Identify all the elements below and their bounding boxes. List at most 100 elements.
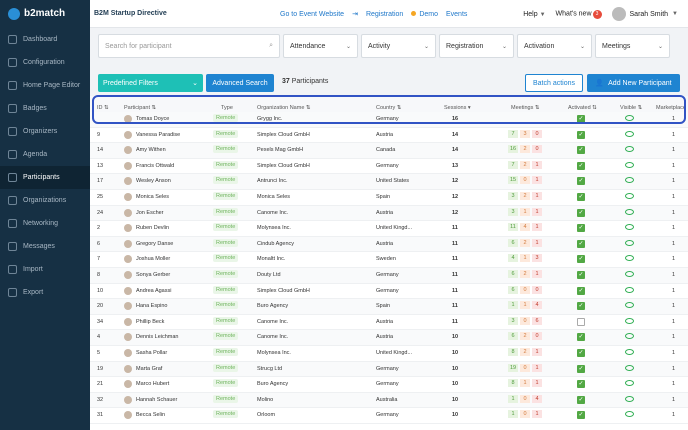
cell-participant[interactable]: Amy Withen (136, 147, 166, 154)
activated-checkbox[interactable]: ✓ (577, 380, 585, 389)
table-row[interactable]: Tomas Doyce Remote Grygg Inc. Germany 16 ✓ 1 (90, 112, 688, 128)
help-menu[interactable]: Help ▼ (523, 11, 545, 18)
activated-checkbox[interactable]: ✓ (577, 239, 585, 248)
sidebar-item-agenda[interactable]: Agenda (0, 143, 90, 166)
cell-organization[interactable]: Simplex Cloud GmbH (257, 131, 310, 138)
eye-icon[interactable] (625, 333, 634, 340)
table-row[interactable]: 13 Francis Ottwald Remote Simplex Cloud Gmb… (90, 159, 688, 175)
table-row[interactable]: 25 Monica Seles Remote Monica Seles Spain 12 3… (90, 190, 688, 206)
sidebar-item-organizations[interactable]: Organizations (0, 189, 90, 212)
activated-checkbox[interactable] (577, 317, 585, 326)
sidebar-item-networking[interactable]: Networking (0, 212, 90, 235)
cell-organization[interactable]: Canome Inc. (257, 209, 289, 216)
eye-icon[interactable] (625, 146, 634, 153)
cell-organization[interactable]: Monica Seles (257, 194, 291, 200)
cell-participant[interactable]: Gregory Danse (136, 240, 174, 247)
activated-checkbox[interactable]: ✓ (577, 302, 585, 311)
cell-organization[interactable]: Molynsea Inc. (257, 225, 291, 232)
table-row[interactable]: 4 Dennis Leichman Remote Canome Inc. Austria… (90, 330, 688, 346)
cell-participant[interactable]: Hana Espino (136, 303, 168, 310)
eye-icon[interactable] (625, 380, 634, 387)
cell-organization[interactable]: Molino (257, 396, 274, 403)
activated-checkbox[interactable]: ✓ (577, 364, 585, 373)
col-visible[interactable]: Visible ⇅ (620, 105, 643, 111)
cell-participant[interactable]: Tomas Doyce (136, 116, 170, 122)
table-row[interactable]: 9 Vanessa Paradise Remote Simplex Cloud Gmb… (90, 128, 688, 144)
sidebar-item-export[interactable]: Export (0, 281, 90, 304)
add-participant-button[interactable]: 👤 Add New Participant (587, 74, 680, 92)
cell-organization[interactable]: Canome Inc. (257, 318, 289, 325)
activated-checkbox[interactable]: ✓ (577, 115, 585, 123)
eye-icon[interactable] (625, 193, 634, 199)
sidebar-item-badges[interactable]: Badges (0, 97, 90, 120)
whats-new-link[interactable]: What's new 3 (556, 9, 602, 19)
events-link[interactable]: Events (446, 10, 468, 18)
activated-checkbox[interactable]: ✓ (577, 255, 585, 264)
col-org[interactable]: Organization Name ⇅ (257, 105, 311, 111)
registration-link[interactable]: Registration (365, 10, 404, 18)
search-input[interactable]: Search for participant ⌕ (98, 34, 280, 58)
attendance-filter[interactable]: Attendance ⌄ (283, 34, 358, 58)
eye-icon[interactable] (625, 411, 634, 418)
eye-icon[interactable] (625, 286, 634, 293)
activated-checkbox[interactable]: ✓ (577, 177, 585, 186)
eye-icon[interactable] (625, 208, 634, 215)
col-id[interactable]: ID ⇅ (97, 105, 109, 111)
cell-participant[interactable]: Sasha Pollar (136, 350, 168, 356)
cell-organization[interactable]: Orloom (257, 412, 276, 419)
table-row[interactable]: 7 Joshua Moller Remote Monaltt Inc. Sweden 11… (90, 252, 688, 268)
table-row[interactable]: 14 Amy Withen Remote Pexels Mag GmbH Canada 1… (90, 143, 688, 159)
cell-organization[interactable]: Molynsea Inc. (257, 350, 291, 356)
cell-organization[interactable]: Monaltt Inc. (257, 256, 286, 263)
registration-filter[interactable]: Registration ⌄ (439, 34, 514, 58)
eye-icon[interactable] (625, 224, 634, 231)
cell-participant[interactable]: Francis Ottwald (136, 162, 175, 169)
eye-icon[interactable] (625, 302, 634, 309)
activated-checkbox[interactable]: ✓ (577, 286, 585, 295)
cell-participant[interactable]: Marta Graf (136, 365, 163, 372)
eye-icon[interactable] (625, 317, 634, 324)
sidebar-item-organizers[interactable]: Organizers (0, 120, 90, 143)
activated-checkbox[interactable]: ✓ (577, 208, 585, 217)
sidebar-item-import[interactable]: Import (0, 258, 90, 281)
eye-icon[interactable] (625, 177, 634, 184)
table-row[interactable]: 20 Hana Espino Remote Buro Agency Spain 11 1 1 4… (90, 299, 688, 315)
table-row[interactable]: 8 Sonya Gerber Remote Douty Ltd Germany 11 6 2 1… (90, 268, 688, 284)
col-sessions[interactable]: Sessions ▾ (444, 105, 471, 111)
activated-checkbox[interactable]: ✓ (577, 224, 585, 233)
activity-filter[interactable]: Activity ⌄ (361, 34, 436, 58)
cell-organization[interactable]: Pexels Mag GmbH (257, 147, 304, 154)
cell-participant[interactable]: Hannah Schauer (136, 396, 178, 403)
activated-checkbox[interactable]: ✓ (577, 333, 585, 342)
sidebar-item-participants[interactable]: Participants (0, 166, 90, 189)
sidebar-item-dashboard[interactable]: Dashboard (0, 28, 90, 51)
table-row[interactable]: 31 Becca Selin Remote Orloom Germany 10 1 0 1 ✓ 1 (90, 408, 688, 424)
eye-icon[interactable] (625, 239, 634, 246)
table-row[interactable]: 21 Marco Hubert Remote Buro Agency Germany 10… (90, 377, 688, 393)
cell-organization[interactable]: Simplex Cloud GmbH (257, 162, 310, 169)
cell-organization[interactable]: Strucg Ltd (257, 365, 283, 372)
cell-organization[interactable]: Canome Inc. (257, 334, 289, 341)
eye-icon[interactable] (625, 364, 634, 371)
cell-organization[interactable]: Buro Agency (257, 303, 289, 310)
table-row[interactable]: 2 Ruben Devlin Remote Molynsea Inc. United K… (90, 221, 688, 237)
sidebar-item-configuration[interactable]: Configuration (0, 51, 90, 74)
cell-organization[interactable]: Douty Ltd (257, 272, 281, 278)
cell-participant[interactable]: Wesley Anson (136, 178, 171, 185)
activated-checkbox[interactable]: ✓ (577, 271, 585, 279)
table-row[interactable]: 34 Phillip Beck Remote Canome Inc. Austria 11… (90, 315, 688, 331)
cell-participant[interactable]: Marco Hubert (136, 381, 170, 388)
table-row[interactable]: 6 Gregory Danse Remote Cindub Agency Austria… (90, 236, 688, 253)
cell-organization[interactable]: Antrunci Inc. (257, 178, 288, 185)
go-to-event-link[interactable]: Go to Event Website (280, 10, 345, 18)
batch-actions-button[interactable]: Batch actions (525, 74, 583, 92)
activated-checkbox[interactable]: ✓ (577, 130, 585, 139)
activated-checkbox[interactable]: ✓ (577, 395, 585, 404)
user-menu[interactable]: Sarah Smith ▼ (611, 7, 678, 21)
activated-checkbox[interactable]: ✓ (577, 411, 585, 420)
table-row[interactable]: 32 Hannah Schauer Remote Molino Australia 10 1… (90, 392, 688, 409)
cell-participant[interactable]: Andrea Agassi (136, 287, 172, 294)
activated-checkbox[interactable]: ✓ (577, 193, 585, 201)
meetings-filter[interactable]: Meetings ⌄ (595, 34, 670, 58)
activated-checkbox[interactable]: ✓ (577, 146, 585, 155)
